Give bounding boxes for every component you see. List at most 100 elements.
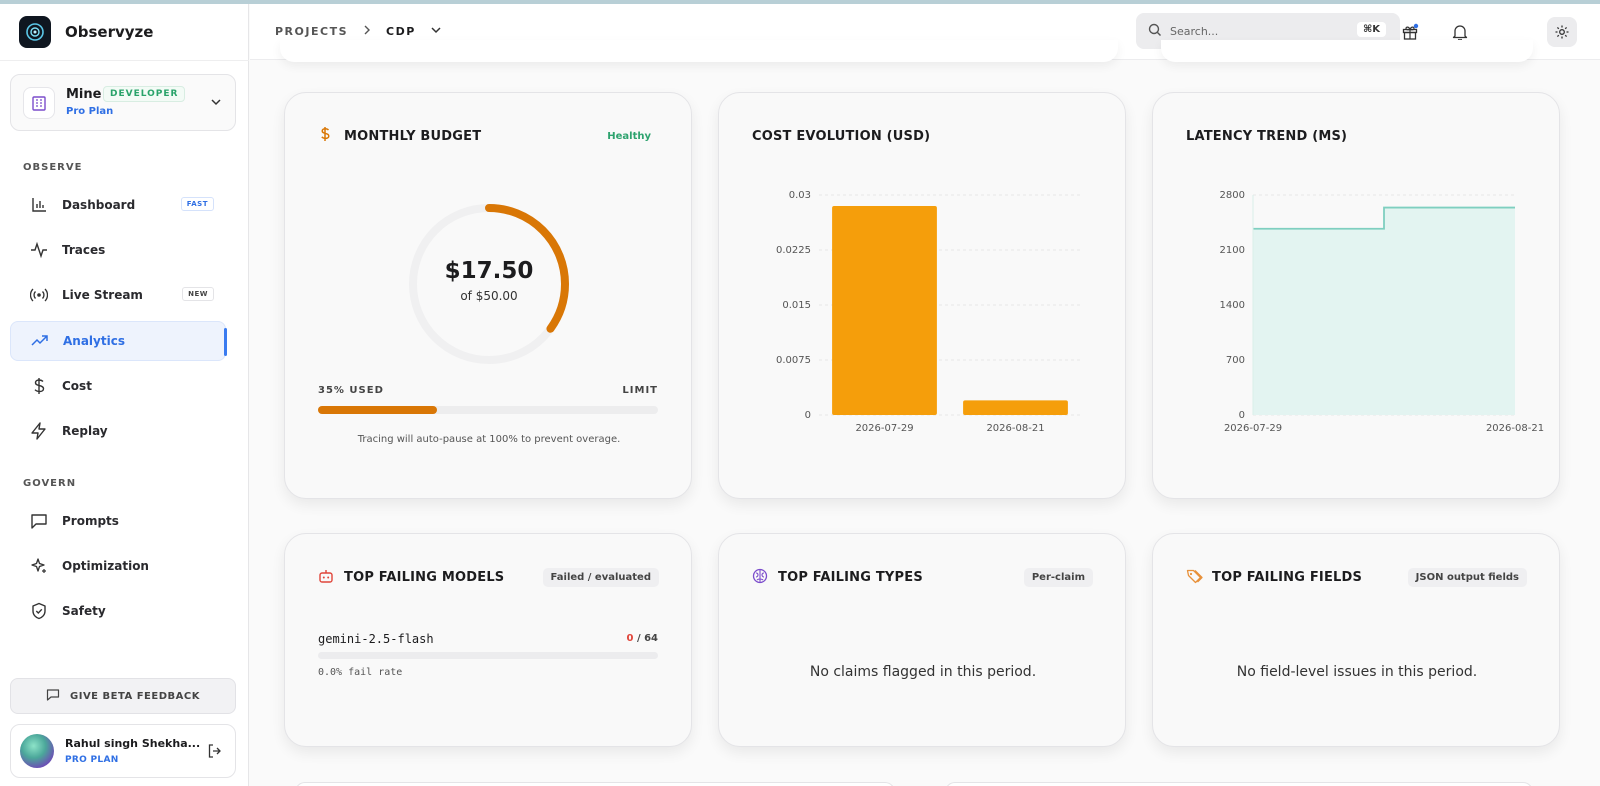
gauge-fill [409, 204, 569, 364]
chevron-right-icon [362, 25, 372, 38]
user-card[interactable]: Rahul singh Shekha... PRO PLAN [10, 724, 236, 778]
dollar-icon [30, 377, 48, 395]
new-badge: NEW [182, 287, 214, 301]
section-label-observe: OBSERVE [23, 162, 83, 173]
monthly-budget-card: MONTHLY BUDGET Healthy $17.50 of $50.00 … [284, 92, 692, 499]
y-tick-label: 2800 [1220, 190, 1245, 201]
used-label: 35% USED [318, 385, 384, 396]
sidebar-item-label: Prompts [62, 514, 119, 528]
sidebar-item-traces[interactable]: Traces [10, 230, 226, 270]
broadcast-icon [30, 286, 48, 304]
workspace-name: Mine [66, 87, 102, 102]
trending-up-icon [31, 332, 49, 350]
sidebar-item-label: Traces [62, 243, 106, 257]
fast-badge: FAST [180, 197, 214, 211]
sidebar-item-live-stream[interactable]: Live Stream NEW [10, 275, 226, 315]
sidebar-item-optimization[interactable]: Optimization [10, 546, 226, 586]
budget-progress-fill [318, 406, 437, 414]
search-input[interactable] [1170, 24, 1350, 38]
latency-trend-chart: 0 700 1400 2100 2800 2026-07-29 2026-08-21 [1220, 190, 1545, 434]
top-failing-models-card: TOP FAILING MODELS Failed / evaluated ge… [284, 533, 692, 747]
card-title: TOP FAILING MODELS [344, 570, 505, 585]
window-top-accent [0, 0, 1600, 4]
model-fail-count: 0 / 64 [626, 633, 658, 644]
dollar-icon [318, 126, 332, 146]
card-title: TOP FAILING TYPES [778, 570, 923, 585]
y-tick-label: 1400 [1220, 300, 1245, 311]
sidebar-item-label: Live Stream [62, 288, 143, 302]
empty-state: No claims flagged in this period. [809, 664, 1037, 680]
y-tick-label: 2100 [1220, 245, 1245, 256]
breadcrumb-projects[interactable]: PROJECTS [275, 25, 348, 38]
budget-gauge [409, 204, 569, 364]
budget-note: Tracing will auto-pause at 100% to preve… [357, 434, 621, 445]
previous-card [280, 40, 1118, 62]
top-failing-types-card: TOP FAILING TYPES Per-claim No claims fl… [718, 533, 1126, 747]
y-tick-label: 700 [1226, 355, 1245, 366]
settings-gear-icon[interactable] [1547, 17, 1577, 47]
y-tick-label: 0.015 [782, 300, 811, 311]
budget-progress-bar [318, 406, 658, 414]
failed-count: 0 [626, 633, 634, 644]
limit-label: LIMIT [622, 385, 658, 396]
tags-icon [1186, 568, 1204, 588]
fail-rate-bar [318, 652, 658, 659]
bar [963, 400, 1068, 415]
user-name: Rahul singh Shekha... [65, 737, 201, 750]
sidebar-item-analytics[interactable]: Analytics [10, 321, 227, 361]
sidebar-item-label: Dashboard [62, 198, 136, 212]
beta-feedback-button[interactable]: GIVE BETA FEEDBACK [10, 678, 236, 714]
chevron-down-icon [209, 94, 223, 113]
shield-check-icon [30, 602, 48, 620]
brand[interactable]: Observyze [19, 16, 153, 48]
y-tick-label: 0.0225 [776, 245, 811, 256]
latency-line [1253, 206, 1515, 230]
chevron-down-icon[interactable] [430, 24, 442, 39]
top-failing-fields-card: TOP FAILING FIELDS JSON output fields No… [1152, 533, 1560, 747]
y-tick-label: 0.0075 [776, 355, 811, 366]
card-title: COST EVOLUTION (USD) [752, 129, 931, 144]
card-title: TOP FAILING FIELDS [1212, 570, 1363, 585]
gift-icon[interactable] [1398, 20, 1422, 44]
x-tick-label: 2026-08-21 [986, 423, 1044, 434]
fail-rate: 0.0% fail rate [318, 667, 403, 678]
card-title: LATENCY TREND (MS) [1186, 129, 1348, 144]
x-tick-label: 2026-08-21 [1486, 423, 1544, 434]
message-square-icon [46, 688, 60, 705]
sidebar-item-safety[interactable]: Safety [10, 591, 226, 631]
card-title: MONTHLY BUDGET [344, 129, 482, 144]
app-name: Observyze [65, 23, 154, 41]
sidebar-item-dashboard[interactable]: Dashboard FAST [10, 185, 226, 225]
next-card [945, 782, 1533, 786]
empty-state: No field-level issues in this period. [1236, 664, 1478, 680]
search-shortcut: ⌘K [1356, 22, 1386, 37]
metric-tag: Failed / evaluated [542, 568, 659, 587]
bar-chart-icon [30, 196, 48, 214]
search-icon [1148, 22, 1162, 41]
next-card [295, 782, 895, 786]
breadcrumb: PROJECTS CDP [275, 24, 442, 39]
y-tick-label: 0 [805, 410, 811, 421]
sidebar-item-prompts[interactable]: Prompts [10, 501, 226, 541]
evaluated-count: / 64 [636, 633, 658, 644]
breadcrumb-project-current[interactable]: CDP [386, 25, 416, 38]
metric-tag: Per-claim [1023, 568, 1093, 587]
divider [0, 60, 249, 61]
sidebar-item-replay[interactable]: Replay [10, 411, 226, 451]
sparkles-icon [30, 557, 48, 575]
user-plan: PRO PLAN [65, 755, 119, 765]
sidebar-item-cost[interactable]: Cost [10, 366, 226, 406]
feedback-label: GIVE BETA FEEDBACK [70, 690, 200, 702]
logout-icon[interactable] [207, 743, 223, 763]
model-name: gemini-2.5-flash [318, 632, 434, 646]
workspace-switcher[interactable]: Mine DEVELOPER Pro Plan [10, 74, 236, 131]
budget-limit-value: of $50.00 [460, 289, 518, 303]
previous-card [1161, 40, 1533, 62]
cost-evolution-card: COST EVOLUTION (USD) 0 0.0075 0.015 0.0225 0… [718, 92, 1126, 499]
building-icon [23, 87, 55, 119]
bot-icon [318, 568, 334, 588]
message-square-icon [30, 512, 48, 530]
sidebar-item-label: Analytics [63, 334, 125, 348]
status-badge: Healthy [607, 131, 651, 142]
sidebar: Observyze Mine DEVELOPER Pro Plan OBSERV… [0, 4, 249, 786]
